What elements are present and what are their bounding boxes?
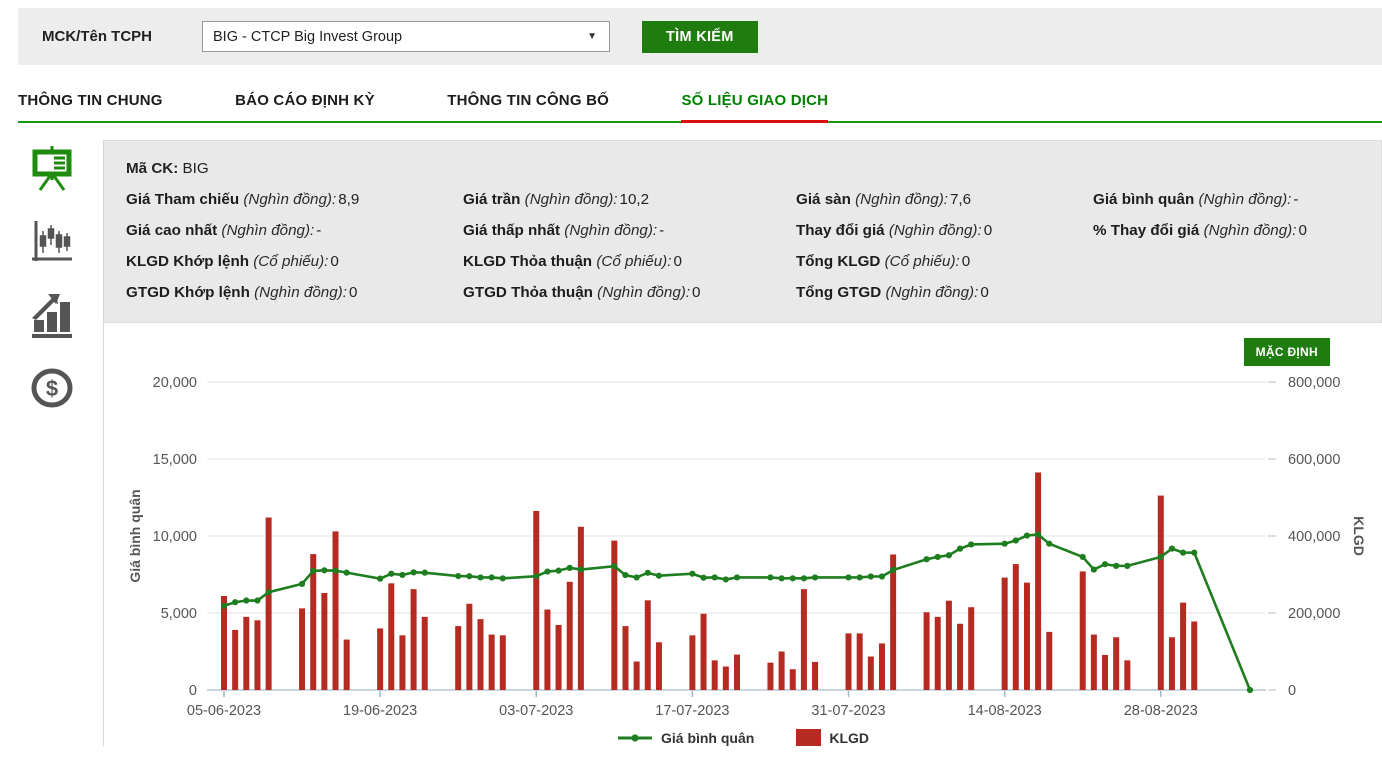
svg-text:600,000: 600,000 [1288,452,1340,468]
svg-text:15,000: 15,000 [153,452,197,468]
content-column: Mã CK: BIG Giá Tham chiếu (Nghìn đồng): 8… [103,140,1382,746]
svg-text:20,000: 20,000 [153,375,197,391]
issuer-select-value: BIG - CTCP Big Invest Group [213,28,403,45]
line-series-icon [617,733,652,742]
chart-type-sidebar: $ [0,140,103,746]
legend-item-klgd[interactable]: KLGD [796,729,869,746]
bar-chart-trend-icon[interactable] [30,292,74,338]
search-bar: MCK/Tên TCPH BIG - CTCP Big Invest Group… [18,8,1382,65]
legend-item-gia-binh-quan[interactable]: Giá bình quân [617,730,754,746]
field-gtgd-khop-lenh: GTGD Khớp lệnh (Nghìn đồng): 0 [126,284,358,301]
svg-text:17-07-2023: 17-07-2023 [655,703,729,719]
field-klgd-khop-lenh: KLGD Khớp lệnh (Cổ phiếu): 0 [126,253,339,270]
svg-text:03-07-2023: 03-07-2023 [499,703,573,719]
stock-code-row: Mã CK: BIG [126,153,1371,184]
field-gtgd-thoa-thuan: GTGD Thỏa thuận (Nghìn đồng): 0 [463,284,701,301]
tab-thong-tin-chung[interactable]: THÔNG TIN CHUNG [18,92,163,109]
tab-bar: THÔNG TIN CHUNG BÁO CÁO ĐỊNH KỲ THÔNG TI… [18,65,1382,123]
svg-text:14-08-2023: 14-08-2023 [968,703,1042,719]
field-gia-binh-quan: Giá bình quân (Nghìn đồng): - [1093,191,1299,208]
svg-text:05-06-2023: 05-06-2023 [187,703,261,719]
tab-so-lieu-giao-dich[interactable]: SỐ LIỆU GIAO DỊCH [681,92,829,123]
svg-text:$: $ [45,376,57,401]
svg-text:5,000: 5,000 [161,606,197,622]
stock-summary-panel: Mã CK: BIG Giá Tham chiếu (Nghìn đồng): 8… [103,140,1382,323]
default-view-button[interactable]: MẶC ĐỊNH [1243,338,1330,366]
field-tong-klgd: Tổng KLGD (Cổ phiếu): 0 [796,253,971,270]
field-thay-doi-gia: Thay đổi giá (Nghìn đồng): 0 [796,222,993,239]
field-gia-tran: Giá trần (Nghìn đồng): 10,2 [463,191,650,208]
svg-text:0: 0 [1288,683,1296,699]
bar-series-swatch [796,729,822,746]
trading-chart-card: MẶC ĐỊNH 0 5,000 10,000 15,000 20,000 0 200,00… [103,323,1382,746]
field-klgd-thoa-thuan: KLGD Thỏa thuận (Cổ phiếu): 0 [463,253,682,270]
field-gia-thap-nhat: Giá thấp nhất (Nghìn đồng): - [463,222,665,239]
tab-thong-tin-cong-bo[interactable]: THÔNG TIN CÔNG BỐ [447,92,609,109]
field-gia-san: Giá sàn (Nghìn đồng): 7,6 [796,191,972,208]
chart-legend: Giá bình quân KLGD [104,729,1382,746]
main-content: $ Mã CK: BIG Giá Tham chiếu (Nghìn đồng)… [0,140,1382,746]
svg-text:0: 0 [189,683,197,699]
svg-text:Giá bình quân: Giá bình quân [127,489,143,582]
issuer-select-label: MCK/Tên TCPH [42,28,152,45]
svg-text:200,000: 200,000 [1288,606,1340,622]
candlestick-chart-icon[interactable] [30,219,74,265]
price-volume-chart: 0 5,000 10,000 15,000 20,000 0 200,000 400,000 6… [127,375,1367,719]
svg-text:10,000: 10,000 [153,529,197,545]
field-gia-tham-chieu: Giá Tham chiếu (Nghìn đồng): 8,9 [126,191,360,208]
chevron-down-icon: ▼ [587,31,597,42]
stock-code-label: Mã CK: [126,160,179,177]
field-gia-cao-nhat: Giá cao nhất (Nghìn đồng): - [126,222,322,239]
field-pct-thay-doi-gia: % Thay đổi giá (Nghìn đồng): 0 [1093,222,1307,239]
field-tong-gtgd: Tổng GTGD (Nghìn đồng): 0 [796,284,989,301]
presentation-chart-icon[interactable] [30,146,74,192]
svg-text:31-07-2023: 31-07-2023 [811,703,885,719]
svg-text:28-08-2023: 28-08-2023 [1124,703,1198,719]
issuer-select[interactable]: BIG - CTCP Big Invest Group ▼ [202,21,610,52]
stock-metrics-grid: Giá Tham chiếu (Nghìn đồng): 8,9 Giá trần… [126,184,1371,308]
dollar-coin-icon[interactable]: $ [30,365,74,411]
search-button[interactable]: TÌM KIẾM [642,20,758,53]
svg-text:KLGD: KLGD [1351,516,1367,556]
svg-text:800,000: 800,000 [1288,375,1340,391]
svg-text:400,000: 400,000 [1288,529,1340,545]
svg-text:19-06-2023: 19-06-2023 [343,703,417,719]
stock-code-value: BIG [182,160,209,177]
tab-bao-cao-dinh-ky[interactable]: BÁO CÁO ĐỊNH KỲ [235,92,375,109]
